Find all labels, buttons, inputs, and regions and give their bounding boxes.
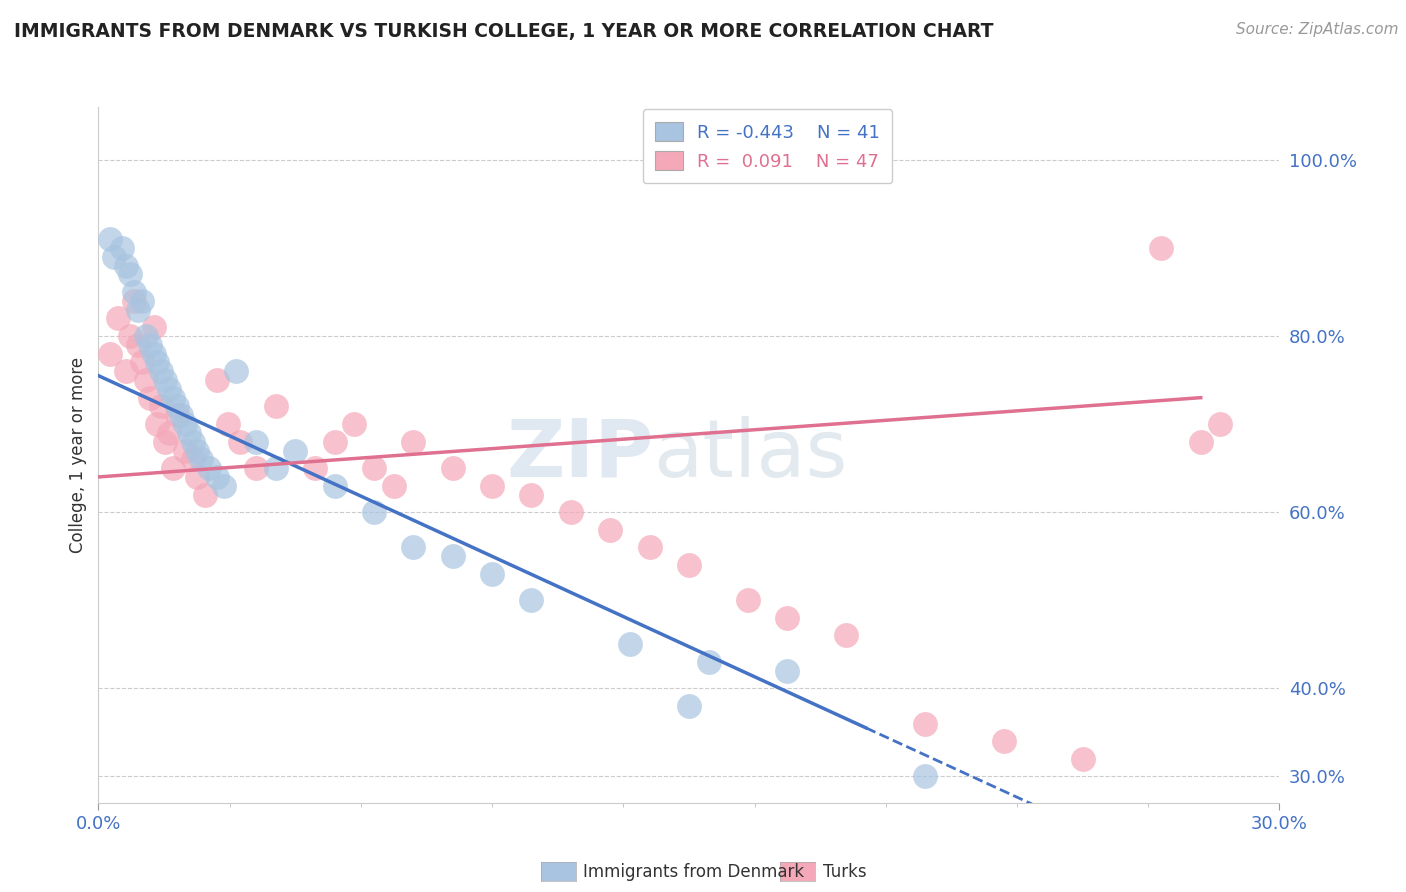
Point xyxy=(678,558,700,572)
Point xyxy=(157,425,180,440)
Point xyxy=(166,400,188,414)
Point xyxy=(138,338,160,352)
Point xyxy=(146,417,169,431)
Point xyxy=(194,487,217,501)
Point xyxy=(776,664,799,678)
Point xyxy=(174,443,197,458)
Point xyxy=(363,461,385,475)
Point xyxy=(441,549,464,564)
Point xyxy=(737,593,759,607)
Point xyxy=(697,655,720,669)
Point xyxy=(118,268,141,282)
Point xyxy=(146,355,169,369)
Point xyxy=(481,479,503,493)
Point xyxy=(177,425,200,440)
Point xyxy=(107,311,129,326)
Point xyxy=(98,232,121,246)
Point xyxy=(138,391,160,405)
Point xyxy=(343,417,366,431)
Point xyxy=(135,329,157,343)
Point xyxy=(284,443,307,458)
Point xyxy=(155,434,177,449)
Text: Source: ZipAtlas.com: Source: ZipAtlas.com xyxy=(1236,22,1399,37)
Point xyxy=(914,769,936,783)
Point xyxy=(127,302,149,317)
Point xyxy=(1150,241,1173,255)
Text: IMMIGRANTS FROM DENMARK VS TURKISH COLLEGE, 1 YEAR OR MORE CORRELATION CHART: IMMIGRANTS FROM DENMARK VS TURKISH COLLE… xyxy=(14,22,994,41)
Point xyxy=(1209,417,1232,431)
Point xyxy=(157,382,180,396)
Point xyxy=(115,364,138,378)
Point xyxy=(520,487,543,501)
Point xyxy=(402,434,425,449)
Point xyxy=(131,293,153,308)
Point xyxy=(323,479,346,493)
Point xyxy=(835,628,858,642)
Point xyxy=(323,434,346,449)
Point xyxy=(186,470,208,484)
Point xyxy=(214,479,236,493)
Point xyxy=(162,391,184,405)
Point xyxy=(1071,752,1094,766)
Point xyxy=(127,338,149,352)
Point xyxy=(162,461,184,475)
Point xyxy=(186,443,208,458)
Point xyxy=(914,716,936,731)
Point xyxy=(217,417,239,431)
Point xyxy=(205,470,228,484)
Point xyxy=(142,320,165,334)
Text: atlas: atlas xyxy=(654,416,848,494)
Point xyxy=(122,285,145,299)
Text: Turks: Turks xyxy=(823,863,866,881)
Point xyxy=(481,566,503,581)
Point xyxy=(304,461,326,475)
Point xyxy=(131,355,153,369)
Point xyxy=(98,346,121,360)
Point xyxy=(678,698,700,713)
Point xyxy=(441,461,464,475)
Text: Immigrants from Denmark: Immigrants from Denmark xyxy=(583,863,804,881)
Point xyxy=(599,523,621,537)
Point xyxy=(142,346,165,360)
Point xyxy=(205,373,228,387)
Point xyxy=(402,541,425,555)
Point xyxy=(181,452,204,467)
Point xyxy=(1189,434,1212,449)
Point xyxy=(245,434,267,449)
Point xyxy=(363,505,385,519)
Point xyxy=(245,461,267,475)
Point xyxy=(122,293,145,308)
Point xyxy=(174,417,197,431)
Point xyxy=(225,364,247,378)
Point xyxy=(103,250,125,264)
Point xyxy=(197,461,219,475)
Point xyxy=(166,409,188,423)
Point xyxy=(155,373,177,387)
Text: ZIP: ZIP xyxy=(506,416,654,494)
Point xyxy=(150,364,173,378)
Point xyxy=(181,434,204,449)
Point xyxy=(118,329,141,343)
Point xyxy=(520,593,543,607)
Point xyxy=(115,259,138,273)
Point xyxy=(150,400,173,414)
Point xyxy=(560,505,582,519)
Point xyxy=(111,241,134,255)
Point xyxy=(135,373,157,387)
Point xyxy=(264,461,287,475)
Point xyxy=(638,541,661,555)
Point xyxy=(993,734,1015,748)
Point xyxy=(619,637,641,651)
Point xyxy=(229,434,252,449)
Point xyxy=(264,400,287,414)
Point xyxy=(776,611,799,625)
Point xyxy=(190,452,212,467)
Legend: R = -0.443    N = 41, R =  0.091    N = 47: R = -0.443 N = 41, R = 0.091 N = 47 xyxy=(643,109,893,183)
Point xyxy=(382,479,405,493)
Y-axis label: College, 1 year or more: College, 1 year or more xyxy=(69,357,87,553)
Point xyxy=(170,409,193,423)
